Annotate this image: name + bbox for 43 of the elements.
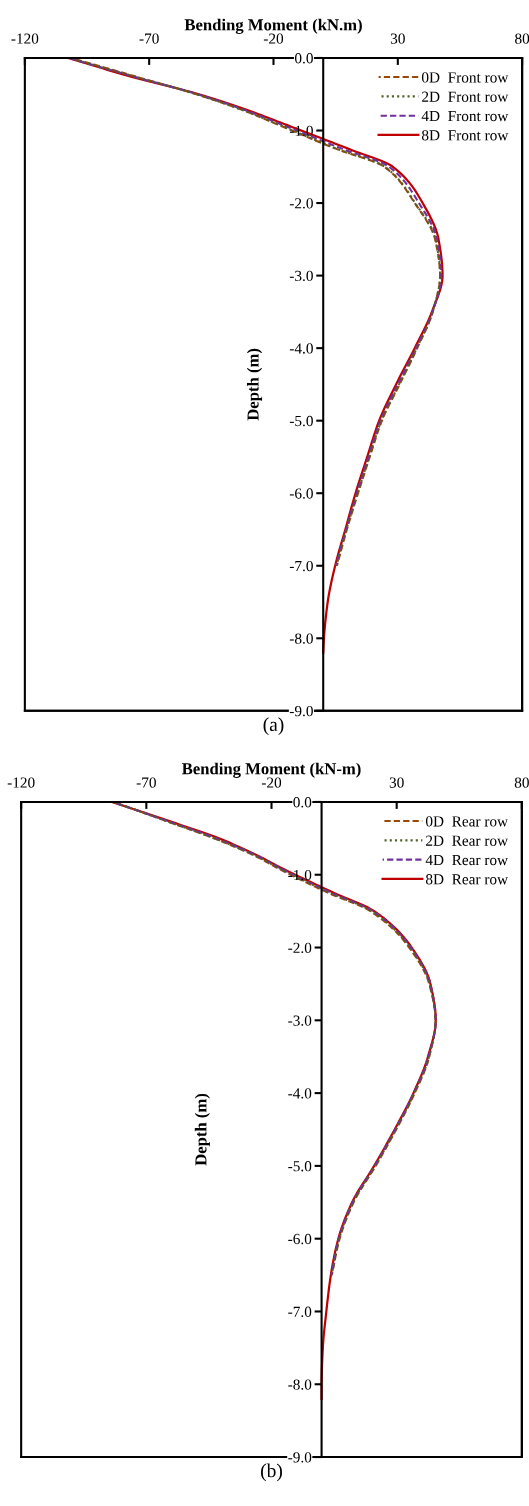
legend-label: 0D Front row (421, 72, 509, 83)
y-tick-label: -3.0 (289, 270, 313, 282)
x-tick-label: -20 (263, 33, 284, 44)
y-tick-label: -2.0 (289, 198, 313, 209)
legend-label: 8D Rear row (425, 874, 509, 885)
y-axis-title: Depth (m) (194, 1093, 210, 1166)
y-tick-label: -1.0 (289, 125, 313, 137)
legend-label: 4D Front row (421, 110, 509, 122)
y-tick-label: 0.0 (294, 53, 313, 64)
text: (b) (261, 1463, 282, 1482)
y-tick-label: -7.0 (289, 560, 313, 572)
y-tick-label: -5.0 (289, 415, 313, 427)
y-tick-label: -8.0 (288, 1379, 312, 1390)
y-tick-label: -4.0 (288, 1088, 312, 1099)
legend-label: 8D Front row (421, 130, 509, 141)
y-tick-label: -4.0 (289, 343, 313, 354)
y-axis-title: Depth (m) (246, 348, 263, 421)
x-tick-label: -120 (11, 33, 39, 44)
x-tick-label: -120 (7, 777, 35, 788)
x-tick-label: -70 (136, 777, 156, 788)
x-tick-label: 30 (389, 777, 404, 788)
x-tick-label: 80 (515, 33, 529, 44)
text: (a) (263, 717, 284, 735)
y-tick-label: -9.0 (288, 1452, 312, 1463)
legend-label: 2D Rear row (426, 835, 509, 846)
legend-label: 0D Rear row (425, 816, 509, 827)
x-tick-label: 80 (514, 777, 529, 788)
y-tick-label: -7.0 (288, 1306, 312, 1317)
y-tick-label: -6.0 (288, 1233, 312, 1245)
y-tick-label: -3.0 (288, 1015, 312, 1026)
x-axis-title: Bending Moment (kN-m) (181, 762, 361, 778)
x-tick-label: 30 (390, 33, 405, 44)
y-tick-label: -9.0 (289, 705, 313, 717)
y-tick-label: -5.0 (288, 1161, 312, 1172)
y-tick-label: 0.0 (293, 797, 312, 808)
x-axis-title: Bending Moment (kN.m) (184, 18, 362, 34)
legend-label: 4D Rear row (425, 854, 509, 866)
y-tick-label: -2.0 (288, 942, 312, 954)
x-tick-label: -70 (139, 33, 159, 44)
y-tick-label: -6.0 (289, 488, 313, 499)
x-tick-label: -20 (261, 777, 282, 788)
y-tick-label: -8.0 (289, 633, 313, 644)
legend-label: 2D Front row (422, 91, 509, 102)
